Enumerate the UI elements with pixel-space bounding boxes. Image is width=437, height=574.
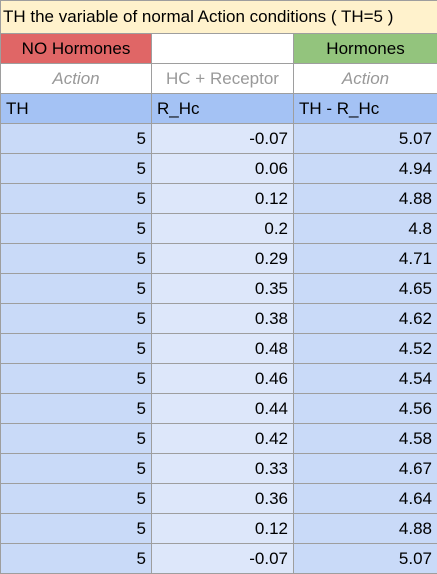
r-hc-cell[interactable]: 0.12: [152, 514, 294, 544]
th-cell[interactable]: 5: [1, 304, 152, 334]
diff-cell[interactable]: 4.65: [294, 274, 437, 304]
diff-column-header[interactable]: TH - R_Hc: [294, 94, 437, 124]
r-hc-cell[interactable]: 0.46: [152, 364, 294, 394]
r-hc-cell[interactable]: 0.06: [152, 154, 294, 184]
th-cell[interactable]: 5: [1, 484, 152, 514]
diff-cell[interactable]: 5.07: [294, 544, 437, 574]
r-hc-cell[interactable]: 0.29: [152, 244, 294, 274]
diff-cell[interactable]: 4.64: [294, 484, 437, 514]
action-right-subheader[interactable]: Action: [294, 64, 437, 94]
th-cell[interactable]: 5: [1, 424, 152, 454]
th-cell[interactable]: 5: [1, 244, 152, 274]
th-column-header[interactable]: TH: [1, 94, 152, 124]
th-cell[interactable]: 5: [1, 544, 152, 574]
no-hormones-header[interactable]: NO Hormones: [1, 34, 152, 64]
r-hc-cell[interactable]: 0.44: [152, 394, 294, 424]
r-hc-cell[interactable]: 0.2: [152, 214, 294, 244]
hc-receptor-subheader[interactable]: HC + Receptor: [152, 64, 294, 94]
th-cell[interactable]: 5: [1, 274, 152, 304]
diff-cell[interactable]: 4.88: [294, 514, 437, 544]
th-cell[interactable]: 5: [1, 454, 152, 484]
r-hc-cell[interactable]: 0.42: [152, 424, 294, 454]
th-cell[interactable]: 5: [1, 214, 152, 244]
r-hc-cell[interactable]: 0.48: [152, 334, 294, 364]
r-hc-cell[interactable]: 0.12: [152, 184, 294, 214]
th-cell[interactable]: 5: [1, 394, 152, 424]
title-row: TH the variable of normal Action conditi…: [1, 1, 437, 34]
diff-cell[interactable]: 4.52: [294, 334, 437, 364]
blank-group-header[interactable]: [152, 34, 294, 64]
diff-cell[interactable]: 5.07: [294, 124, 437, 154]
th-cell[interactable]: 5: [1, 364, 152, 394]
column-header-row: TH R_Hc TH - R_Hc: [1, 94, 437, 124]
diff-cell[interactable]: 4.71: [294, 244, 437, 274]
diff-cell[interactable]: 4.88: [294, 184, 437, 214]
th-cell[interactable]: 5: [1, 334, 152, 364]
th-cell[interactable]: 5: [1, 514, 152, 544]
diff-cell[interactable]: 4.62: [294, 304, 437, 334]
r-hc-cell[interactable]: 0.33: [152, 454, 294, 484]
action-left-subheader[interactable]: Action: [1, 64, 152, 94]
diff-cell[interactable]: 4.67: [294, 454, 437, 484]
diff-cell[interactable]: 4.56: [294, 394, 437, 424]
r-hc-cell[interactable]: -0.07: [152, 544, 294, 574]
table-title[interactable]: TH the variable of normal Action conditi…: [1, 1, 437, 34]
r-hc-cell[interactable]: 0.35: [152, 274, 294, 304]
group-header-row: NO Hormones Hormones: [1, 34, 437, 64]
hormones-header[interactable]: Hormones: [294, 34, 437, 64]
diff-cell[interactable]: 4.94: [294, 154, 437, 184]
th-cell[interactable]: 5: [1, 124, 152, 154]
subheader-row: Action HC + Receptor Action: [1, 64, 437, 94]
diff-cell[interactable]: 4.54: [294, 364, 437, 394]
r-hc-cell[interactable]: -0.07: [152, 124, 294, 154]
th-cell[interactable]: 5: [1, 154, 152, 184]
r-hc-column-header[interactable]: R_Hc: [152, 94, 294, 124]
th-cell[interactable]: 5: [1, 184, 152, 214]
diff-cell[interactable]: 4.8: [294, 214, 437, 244]
r-hc-cell[interactable]: 0.36: [152, 484, 294, 514]
diff-cell[interactable]: 4.58: [294, 424, 437, 454]
r-hc-cell[interactable]: 0.38: [152, 304, 294, 334]
